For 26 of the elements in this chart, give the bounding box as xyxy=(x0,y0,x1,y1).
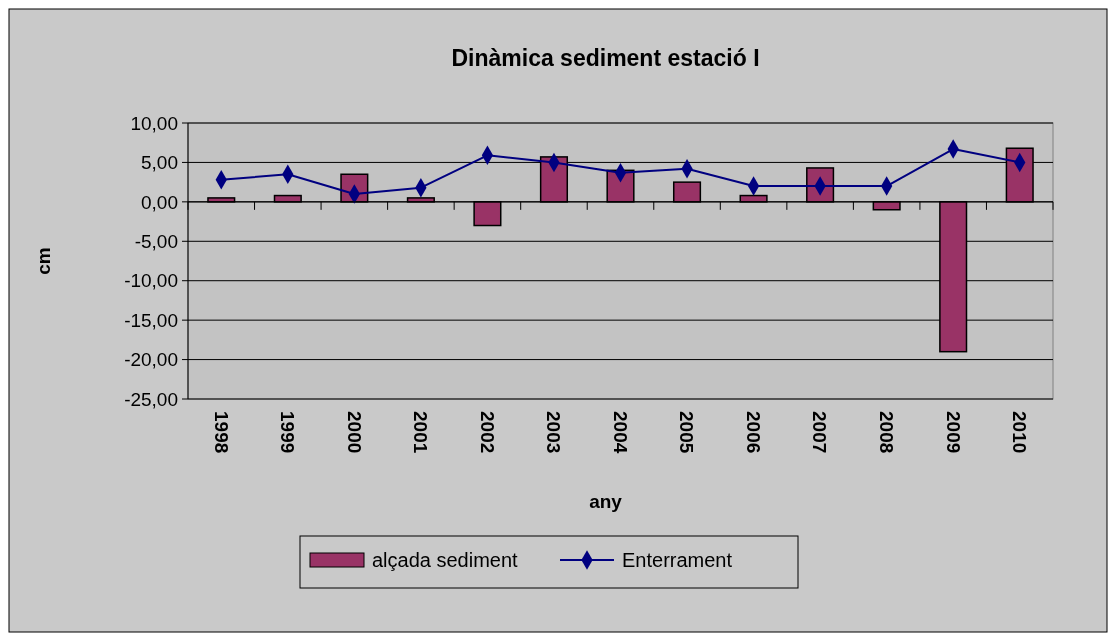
x-tick-label: 2005 xyxy=(676,411,698,454)
x-tick-label: 2002 xyxy=(476,411,498,454)
x-tick-label: 2003 xyxy=(543,411,565,454)
x-tick-label: 1999 xyxy=(277,411,299,454)
y-tick-label: 10,00 xyxy=(130,112,178,134)
y-tick-label: -15,00 xyxy=(124,309,178,331)
x-tick-label: 2008 xyxy=(876,411,897,454)
x-tick-label: 2000 xyxy=(343,411,365,454)
y-tick-label: -5,00 xyxy=(134,230,178,252)
x-tick-label: 1998 xyxy=(210,411,232,454)
x-tick-label: 2010 xyxy=(1009,411,1031,454)
legend-label: Enterrament xyxy=(622,549,733,571)
x-tick-label: 2009 xyxy=(942,411,964,454)
y-tick-label: 0,00 xyxy=(141,191,178,213)
x-tick-label: 2007 xyxy=(809,411,831,454)
y-tick-label: -20,00 xyxy=(124,349,178,371)
chart-title: Dinàmica sediment estació I xyxy=(451,45,760,71)
x-axis-title: any xyxy=(589,491,623,512)
y-tick-label: -10,00 xyxy=(124,270,178,292)
x-tick-label: 2004 xyxy=(609,411,631,454)
x-tick-label: 2001 xyxy=(410,411,432,454)
y-tick-label: -25,00 xyxy=(124,388,178,410)
legend-label: alçada sediment xyxy=(372,549,519,571)
y-tick-label: 5,00 xyxy=(141,152,178,174)
x-tick-label: 2006 xyxy=(742,411,764,454)
y-axis-title: cm xyxy=(33,247,54,275)
